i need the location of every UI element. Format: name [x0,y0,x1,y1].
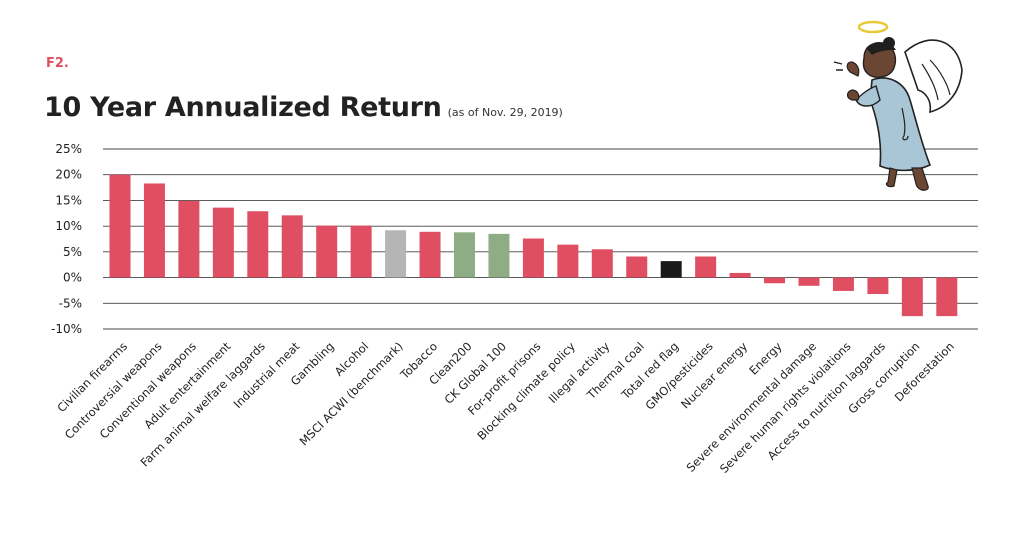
y-tick-label: -10% [51,322,82,336]
bar [901,277,923,317]
bar [350,225,372,278]
y-tick-label: 25% [55,142,82,156]
bar [178,200,200,278]
bar [557,244,579,278]
bar [591,249,613,278]
y-tick-label: 20% [55,168,82,182]
bar [936,277,958,317]
figure-label: F2. [46,56,69,71]
y-tick-label: 10% [55,219,82,233]
angel-figure-icon [833,20,963,191]
y-tick-label: 0% [63,271,82,285]
bar [660,261,682,278]
bar [695,256,717,278]
y-axis-ticks: 25% 20% 15% 10% 5% 0% -5% -10% [51,142,82,336]
bar [316,225,338,278]
bar [247,211,269,278]
bar [867,277,889,295]
bar [109,174,131,278]
bar [764,277,786,284]
title-row: 10 Year Annualized Return (as of Nov. 29,… [44,92,563,123]
bar [281,215,303,278]
bar [212,207,234,278]
y-tick-label: 5% [63,245,82,259]
chart-title: 10 Year Annualized Return [44,92,442,123]
bar [626,256,648,278]
chart-subtitle: (as of Nov. 29, 2019) [447,106,563,119]
bar [419,231,441,278]
bar [798,277,820,286]
bar [488,233,510,278]
bar [454,232,475,278]
bars [109,174,958,317]
y-tick-label: 15% [55,193,82,207]
bar [385,230,407,278]
gridlines [103,148,978,330]
bar [522,238,544,278]
bar [832,277,854,291]
y-tick-label: -5% [59,296,82,310]
bar [143,183,165,278]
bar [729,272,751,278]
